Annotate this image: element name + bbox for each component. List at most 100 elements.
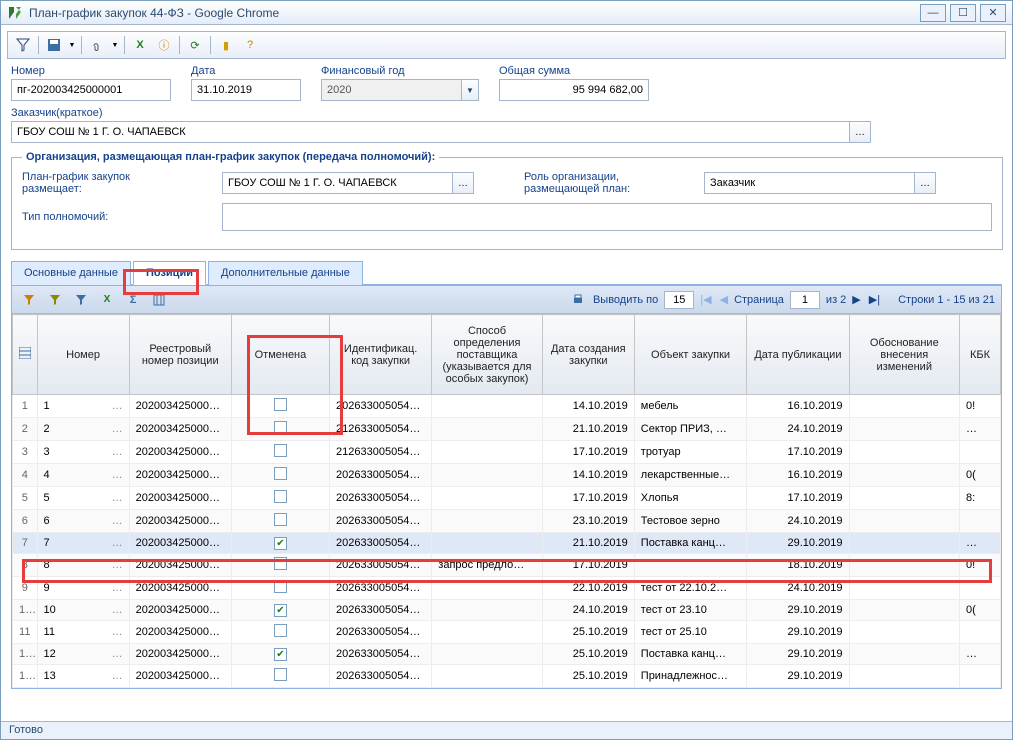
col-cancelled[interactable]: Отменена	[231, 315, 329, 395]
tb-help-icon[interactable]: ?	[239, 35, 261, 55]
org-role-input[interactable]	[704, 172, 914, 194]
cancel-checkbox[interactable]	[274, 624, 287, 637]
pager-next-icon[interactable]: ▶	[850, 293, 862, 306]
cancel-checkbox[interactable]	[274, 537, 287, 550]
cell-cancelled[interactable]	[231, 441, 329, 464]
pager-first-icon[interactable]: |◀	[698, 293, 713, 306]
customer-picker-icon[interactable]: …	[849, 121, 871, 143]
cancel-checkbox[interactable]	[274, 490, 287, 503]
table-row[interactable]: 1313…202003425000…202633005054…25.10.201…	[13, 665, 1001, 688]
col-kbk[interactable]: КБК	[960, 315, 1001, 395]
cell-cancelled[interactable]	[231, 418, 329, 441]
table-row[interactable]: 1111…202003425000…202633005054…25.10.201…	[13, 621, 1001, 644]
org-plan-picker-icon[interactable]: …	[452, 172, 474, 194]
cancel-checkbox[interactable]	[274, 580, 287, 593]
org-plan-input[interactable]	[222, 172, 452, 194]
gt-excel-icon[interactable]: X	[96, 290, 118, 310]
table-row[interactable]: 66…202003425000…202633005054…23.10.2019Т…	[13, 510, 1001, 533]
customer-input[interactable]	[11, 121, 849, 143]
cancel-checkbox[interactable]	[274, 398, 287, 411]
pager-last-icon[interactable]: ▶|	[867, 293, 882, 306]
tab-main[interactable]: Основные данные	[11, 261, 131, 285]
cell-cancelled[interactable]	[231, 621, 329, 644]
tb-filter-icon[interactable]	[12, 35, 34, 55]
cell-cancelled[interactable]	[231, 464, 329, 487]
output-input[interactable]	[664, 291, 694, 309]
cell-cancelled[interactable]	[231, 644, 329, 665]
col-pub-date[interactable]: Дата публикации	[747, 315, 849, 395]
page-input[interactable]	[790, 291, 820, 309]
cell-code: 202633005054…	[330, 600, 432, 621]
cancel-checkbox[interactable]	[274, 648, 287, 661]
gt-filter2-icon[interactable]	[44, 290, 66, 310]
cell-cancelled[interactable]	[231, 665, 329, 688]
cell-cancelled[interactable]	[231, 487, 329, 510]
table-row[interactable]: 99…202003425000…202633005054…22.10.2019т…	[13, 577, 1001, 600]
col-method[interactable]: Способ определения поставщика (указывает…	[432, 315, 542, 395]
tb-save-dd-icon[interactable]: ▼	[67, 35, 77, 55]
tb-doc-icon[interactable]: ▮	[215, 35, 237, 55]
cell-cancelled[interactable]	[231, 554, 329, 577]
cell-number: 7…	[37, 533, 129, 554]
tb-attach-dd-icon[interactable]: ▼	[110, 35, 120, 55]
tb-refresh-icon[interactable]: ⟳	[184, 35, 206, 55]
cell-method	[432, 600, 542, 621]
table-row[interactable]: 11…202003425000…202633005054…14.10.2019м…	[13, 395, 1001, 418]
cell-cancelled[interactable]	[231, 395, 329, 418]
number-input[interactable]	[11, 79, 171, 101]
cancel-checkbox[interactable]	[274, 668, 287, 681]
col-create-date[interactable]: Дата создания закупки	[542, 315, 634, 395]
tb-attach-icon[interactable]	[86, 35, 108, 55]
col-registry[interactable]: Реестровый номер позиции	[129, 315, 231, 395]
cell-method	[432, 644, 542, 665]
table-row[interactable]: 44…202003425000…202633005054…14.10.2019л…	[13, 464, 1001, 487]
table-row[interactable]: 77…202003425000…202633005054…21.10.2019П…	[13, 533, 1001, 554]
cell-kbk: 0(	[960, 464, 1001, 487]
cell-kbk	[960, 621, 1001, 644]
tb-info-icon[interactable]: ⓘ	[153, 35, 175, 55]
cell-cancelled[interactable]	[231, 510, 329, 533]
cancel-checkbox[interactable]	[274, 557, 287, 570]
cell-code: 202633005054…	[330, 644, 432, 665]
table-row[interactable]: 1212…202003425000…202633005054…25.10.201…	[13, 644, 1001, 665]
col-code[interactable]: Идентификац. код закупки	[330, 315, 432, 395]
table-row[interactable]: 22…202003425000…212633005054…21.10.2019С…	[13, 418, 1001, 441]
gt-filter1-icon[interactable]	[18, 290, 40, 310]
finyear-input[interactable]	[321, 79, 461, 101]
cell-cancelled[interactable]	[231, 577, 329, 600]
col-reason[interactable]: Обоснование внесения изменений	[849, 315, 959, 395]
cell-index: 11	[13, 621, 38, 644]
cell-cancelled[interactable]	[231, 533, 329, 554]
cancel-checkbox[interactable]	[274, 444, 287, 457]
date-input[interactable]	[191, 79, 301, 101]
cancel-checkbox[interactable]	[274, 513, 287, 526]
table-row[interactable]: 88…202003425000…202633005054…запрос пред…	[13, 554, 1001, 577]
cell-number: 3…	[37, 441, 129, 464]
col-index[interactable]	[13, 315, 38, 395]
cancel-checkbox[interactable]	[274, 467, 287, 480]
finyear-dd-icon[interactable]: ▼	[461, 79, 479, 101]
cancel-checkbox[interactable]	[274, 604, 287, 617]
org-auth-input[interactable]	[222, 203, 992, 231]
tab-additional[interactable]: Дополнительные данные	[208, 261, 363, 285]
pager-prev-icon[interactable]: ◀	[718, 293, 730, 306]
table-row[interactable]: 1010…202003425000…202633005054…24.10.201…	[13, 600, 1001, 621]
cell-number: 13…	[37, 665, 129, 688]
total-input[interactable]	[499, 79, 649, 101]
tb-excel-icon[interactable]: X	[129, 35, 151, 55]
minimize-button[interactable]: —	[920, 4, 946, 22]
col-object[interactable]: Объект закупки	[634, 315, 747, 395]
cell-code: 202633005054…	[330, 621, 432, 644]
cell-number: 8…	[37, 554, 129, 577]
close-button[interactable]: ✕	[980, 4, 1006, 22]
maximize-button[interactable]: ☐	[950, 4, 976, 22]
tb-save-icon[interactable]	[43, 35, 65, 55]
cancel-checkbox[interactable]	[274, 421, 287, 434]
col-number[interactable]: Номер	[37, 315, 129, 395]
cell-cancelled[interactable]	[231, 600, 329, 621]
table-row[interactable]: 33…202003425000…212633005054…17.10.2019т…	[13, 441, 1001, 464]
table-row[interactable]: 55…202003425000…202633005054…17.10.2019Х…	[13, 487, 1001, 510]
gt-filter3-icon[interactable]	[70, 290, 92, 310]
gt-print-icon[interactable]	[567, 290, 589, 310]
org-role-picker-icon[interactable]: …	[914, 172, 936, 194]
